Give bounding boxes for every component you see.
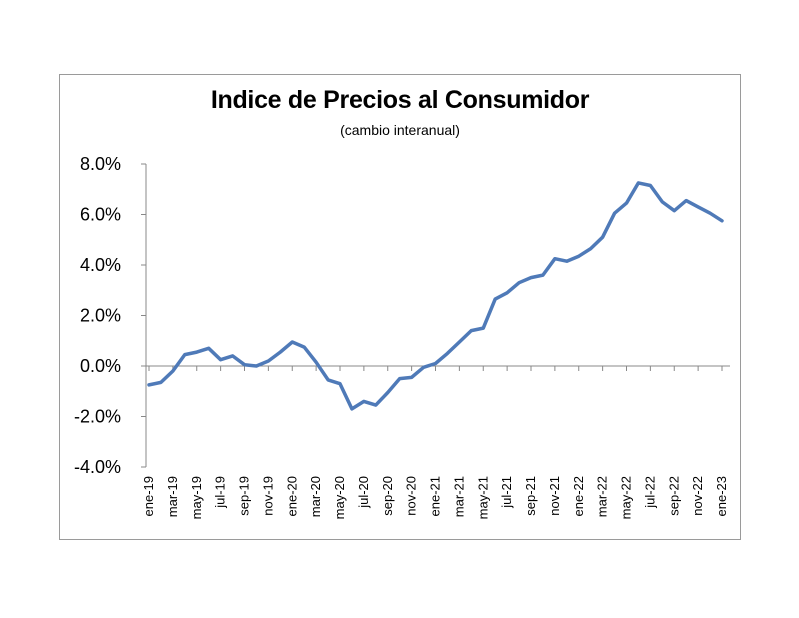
x-tick-label: sep-22 <box>666 476 681 516</box>
chart-frame <box>59 74 741 540</box>
x-tick-label: may-21 <box>475 476 490 519</box>
x-tick-label: nov-21 <box>547 476 562 516</box>
x-axis-ticks: ene-19 mar-19 may-19 jul-19 sep-19 nov-19 ene-… <box>141 366 729 519</box>
x-tick-label: mar-22 <box>595 476 610 517</box>
x-tick-label: jul-20 <box>356 476 371 509</box>
y-tick-label: -4.0% <box>74 457 121 477</box>
x-tick-label: may-22 <box>619 476 634 519</box>
series-line <box>147 181 724 411</box>
x-tick-label: jul-19 <box>213 476 228 509</box>
x-tick-label: ene-20 <box>284 476 299 516</box>
x-tick-label: sep-21 <box>523 476 538 516</box>
x-tick-label: jul-22 <box>642 476 657 509</box>
x-tick-label: nov-20 <box>404 476 419 516</box>
y-axis-ticks: 8.0% 6.0% 4.0% 2.0% 0.0% -2.0% -4.0% <box>74 154 146 477</box>
x-tick-label: sep-20 <box>380 476 395 516</box>
x-tick-label: ene-22 <box>571 476 586 516</box>
x-tick-label: sep-19 <box>237 476 252 516</box>
y-tick-label: -2.0% <box>74 407 121 427</box>
y-tick-label: 0.0% <box>80 356 121 376</box>
chart-title: Indice de Precios al Consumidor <box>210 86 590 114</box>
x-tick-label: nov-19 <box>260 476 275 516</box>
x-tick-label: mar-19 <box>165 476 180 517</box>
x-tick-label: mar-20 <box>308 476 323 517</box>
y-tick-label: 2.0% <box>80 306 121 326</box>
x-tick-label: ene-21 <box>428 476 443 516</box>
y-tick-label: 4.0% <box>80 255 121 275</box>
x-tick-label: may-19 <box>189 476 204 519</box>
y-tick-label: 8.0% <box>80 154 121 174</box>
x-tick-label: nov-22 <box>690 476 705 516</box>
chart-subtitle: (cambio interanual) <box>340 122 460 138</box>
x-tick-label: ene-19 <box>141 476 156 516</box>
x-tick-label: may-20 <box>332 476 347 519</box>
x-tick-label: jul-21 <box>499 476 514 509</box>
x-tick-label: mar-21 <box>451 476 466 517</box>
y-tick-label: 6.0% <box>80 205 121 225</box>
x-tick-label: ene-23 <box>714 476 729 516</box>
